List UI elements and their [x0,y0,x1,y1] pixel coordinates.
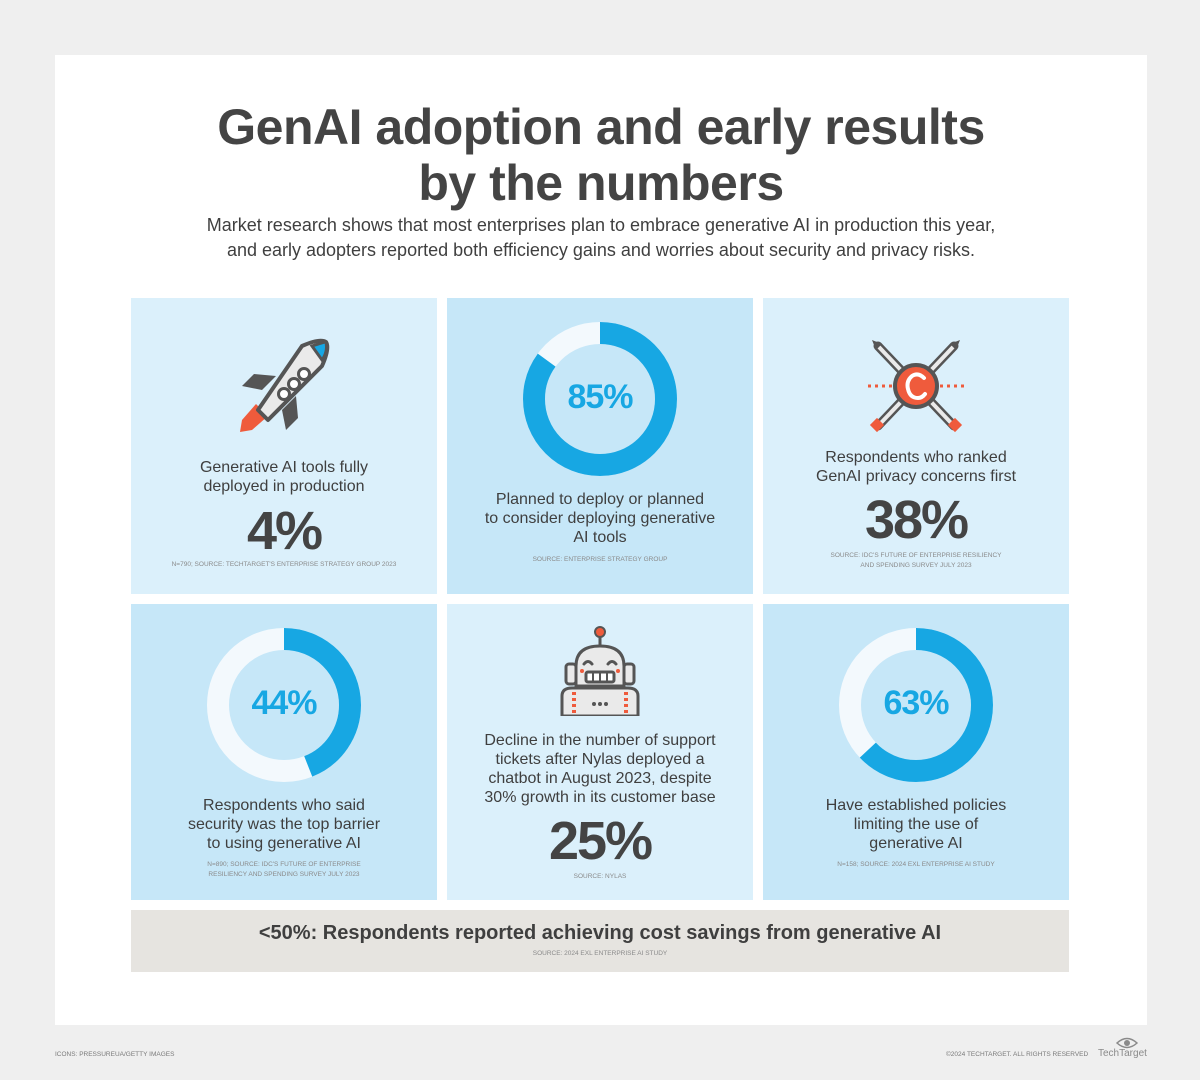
tile-source: N=790; SOURCE: TECHTARGET'S ENTERPRISE S… [171,561,397,568]
donut-percent-label: 63% [883,684,949,722]
logo-text: TechTarget [1098,1048,1147,1059]
title-line-2: by the numbers [418,155,784,211]
donut-chart [207,628,361,782]
donut-value-arc [207,628,361,782]
infographic-page: GenAI adoption and early results by the … [55,55,1147,1025]
stat-tile-privacy: Respondents who ranked GenAI privacy con… [763,298,1069,594]
tile-label: Decline in the number of support tickets… [484,732,716,806]
privacy-copyright-icon [868,340,964,433]
stat-tile-deployed: Generative AI tools fully deployed in pr… [131,298,437,594]
tile-source: SOURCE: NYLAS [573,873,627,880]
subtitle-line-1: Market research shows that most enterpri… [206,215,996,235]
techtarget-logo: TechTarget [1098,1036,1148,1062]
robot-icon [560,626,640,716]
icons-credit: ICONS: PRESSUREUA/GETTY IMAGES [55,1051,175,1058]
donut-value-arc [523,322,677,476]
tile-stat: 38% [864,490,969,550]
tile-stat: 4% [246,501,323,561]
rocket-icon [240,338,330,432]
donut-chart [839,628,993,782]
stat-tile-support-tickets: Decline in the number of support tickets… [447,604,753,900]
subtitle-line-2: and early adopters reported both efficie… [226,240,976,260]
donut-percent-label: 44% [251,684,317,722]
donut-chart [523,322,677,476]
tile-source: N=158; SOURCE: 2024 EXL ENTERPRISE AI ST… [837,861,995,868]
stat-tile-planned-deploy: 85% Planned to deploy or planned to cons… [447,298,753,594]
banner-text: <50%: Respondents reported achieving cos… [258,922,942,944]
tile-source: SOURCE: ENTERPRISE STRATEGY GROUP [532,556,668,563]
tile-label: Generative AI tools fully deployed in pr… [199,459,369,495]
tile-source: N=890; SOURCE: IDC'S FUTURE OF ENTERPRIS… [207,861,361,878]
stat-tile-security-barrier: 44% Respondents who said security was th… [131,604,437,900]
stat-tile-policies: 63% Have established policies limiting t… [763,604,1069,900]
eye-logo-icon [1116,1037,1138,1049]
tile-label: Respondents who said security was the to… [187,797,381,852]
tile-label: Have established policies limiting the u… [825,797,1007,852]
page-subtitle: Market research shows that most enterpri… [55,213,1147,263]
page-title: GenAI adoption and early results by the … [55,99,1147,211]
donut-value-arc [839,628,993,782]
donut-percent-label: 85% [567,378,633,416]
banner-source: SOURCE: 2024 EXL ENTERPRISE AI STUDY [532,950,668,957]
cost-savings-banner: <50%: Respondents reported achieving cos… [131,910,1069,972]
title-line-1: GenAI adoption and early results [217,99,985,155]
tile-label: Respondents who ranked GenAI privacy con… [815,449,1017,485]
tile-stat: 25% [548,811,653,871]
tile-source: SOURCE: IDC'S FUTURE OF ENTERPRISE RESIL… [830,552,1002,569]
copyright-notice: ©2024 TECHTARGET. ALL RIGHTS RESERVED [946,1051,1089,1058]
tile-label: Planned to deploy or planned to consider… [484,491,716,546]
